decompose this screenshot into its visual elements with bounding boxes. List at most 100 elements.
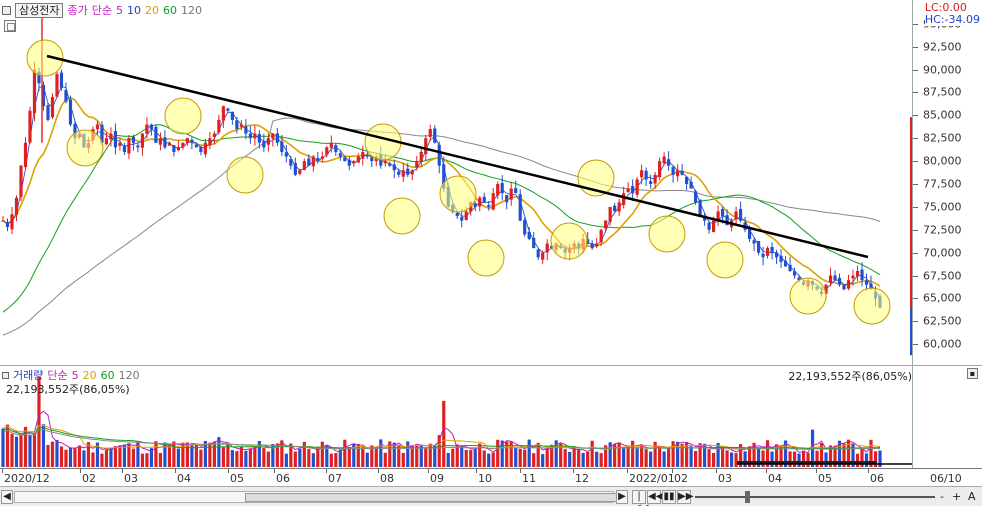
date-tick-mark	[716, 469, 717, 473]
scroll-track[interactable]	[14, 491, 625, 503]
volume-bar	[221, 447, 225, 467]
candle-body	[136, 145, 140, 148]
volume-bar	[212, 442, 216, 467]
volume-pane[interactable]	[0, 365, 913, 468]
candle-body	[738, 208, 743, 221]
candle-body	[365, 154, 369, 157]
vol-ma-period-120[interactable]: 120	[118, 368, 140, 382]
volume-bar	[707, 449, 711, 467]
volume-bar	[518, 448, 522, 467]
ma-period-10[interactable]: 10	[126, 3, 141, 17]
candle-body	[122, 145, 127, 152]
candle-body	[212, 133, 216, 137]
volume-bar	[604, 445, 608, 467]
date-tick-mark	[766, 469, 767, 473]
hc-value: HC:-34.09	[924, 13, 980, 26]
volume-bar	[428, 443, 432, 467]
candle-body	[383, 161, 387, 164]
ma-period-120[interactable]: 120	[180, 3, 202, 17]
candle-body	[703, 217, 707, 221]
volume-bar	[617, 442, 621, 467]
date-axis-right-label: 06/10	[930, 472, 962, 485]
candle-body	[500, 183, 504, 194]
vol-ma-period-60[interactable]: 60	[100, 368, 115, 382]
first-button[interactable]: |◀◀	[632, 490, 648, 506]
volume-bar	[311, 453, 315, 467]
volume-bar	[716, 442, 720, 467]
candle-body	[649, 181, 653, 184]
vol-ma-period-20[interactable]: 20	[82, 368, 97, 382]
date-tick-label: 11	[522, 472, 536, 485]
volume-bar	[284, 453, 288, 467]
circle-annotation	[706, 241, 744, 279]
candle-body	[401, 170, 405, 177]
volume-chart-canvas[interactable]	[0, 366, 912, 468]
text-tool-button[interactable]: A	[968, 490, 976, 503]
lc-value: LC:0.00	[924, 1, 967, 14]
candle-body	[671, 167, 675, 175]
volume-bar	[586, 451, 590, 467]
volume-bar	[869, 439, 873, 467]
symbol-name[interactable]: 삼성전자	[15, 2, 64, 18]
price-pane[interactable]	[0, 0, 913, 365]
ma-period-5[interactable]: 5	[115, 3, 123, 17]
volume-collapse-icon[interactable]: ▪	[967, 368, 978, 379]
pane-menu-icon[interactable]	[2, 5, 11, 15]
price-tick-mark	[913, 252, 918, 254]
volume-bar	[248, 448, 252, 467]
ma-period-60[interactable]: 60	[162, 3, 177, 17]
scroll-left-button[interactable]: ◀	[1, 490, 13, 504]
volume-bar	[792, 451, 797, 467]
scroll-right-button[interactable]: ▶	[616, 490, 628, 504]
candle-body	[221, 106, 225, 121]
price-tick-label: 82,500	[923, 131, 962, 145]
date-tick-label: 03	[124, 472, 138, 485]
candle-body	[55, 74, 59, 97]
candle-body	[860, 269, 864, 281]
date-tick-mark	[520, 469, 521, 473]
price-axis: LC:0.00 HC:-34.09 95,00092,50090,00087,5…	[913, 0, 982, 365]
date-tick-mark	[122, 469, 123, 473]
candle-body	[613, 205, 617, 212]
vol-ma-period-5[interactable]: 5	[71, 368, 79, 382]
zoom-slider-track[interactable]	[695, 496, 935, 498]
volume-bar	[383, 452, 387, 467]
date-tick-label: 09	[430, 472, 444, 485]
volume-bar	[280, 440, 284, 467]
candle-body	[527, 231, 531, 239]
volume-bar	[694, 450, 698, 467]
volume-bar	[185, 442, 189, 467]
candle-body	[392, 164, 396, 171]
price-header: 삼성전자 종가 단순 5 10 20 60 120	[2, 2, 202, 18]
volume-bar	[527, 439, 531, 467]
ma-period-20[interactable]: 20	[144, 3, 159, 17]
zoom-out-button[interactable]: -	[940, 490, 944, 503]
volume-menu-icon[interactable]	[2, 371, 9, 379]
volume-bar	[662, 451, 666, 467]
grid-toggle-icon[interactable]	[4, 20, 16, 32]
volume-bar	[851, 443, 855, 467]
price-tick-label: 87,500	[923, 85, 962, 99]
zoom-in-button[interactable]: +	[952, 490, 962, 503]
volume-bar	[154, 441, 158, 467]
next-button[interactable]: ▶▶	[677, 490, 694, 504]
volume-bar	[523, 449, 527, 467]
date-tick-mark	[476, 469, 477, 473]
volume-bar	[460, 446, 464, 467]
price-tick-mark	[913, 23, 918, 25]
pause-button[interactable]: ▮▮	[662, 490, 676, 504]
candle-body	[608, 206, 612, 222]
volume-bar	[635, 448, 639, 467]
candle-body	[172, 145, 176, 152]
scroll-thumb[interactable]	[245, 493, 625, 502]
candle-body	[725, 215, 729, 226]
candle-body	[338, 153, 342, 157]
prev-button[interactable]: ◀◀	[647, 490, 664, 504]
volume-bar	[437, 435, 441, 467]
volume-bar	[878, 450, 882, 467]
zoom-slider-knob[interactable]	[745, 491, 750, 503]
price-tick-label: 70,000	[923, 246, 962, 260]
volume-bar	[37, 376, 41, 467]
price-chart-canvas[interactable]	[0, 0, 913, 365]
date-tick-mark	[175, 469, 176, 473]
